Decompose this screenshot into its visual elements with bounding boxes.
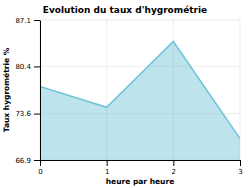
- tick-mark: [34, 20, 40, 21]
- tick-mark: [34, 160, 40, 161]
- y-axis: 66.9 73.6 80.4 87.1: [15, 17, 40, 165]
- grid-line: [40, 66, 240, 67]
- tick: 3: [238, 160, 242, 176]
- tick: 87.1: [15, 17, 40, 25]
- tick: 1: [105, 160, 109, 176]
- plot: 0 1 2 3 66.9 73.6 80.4 87.1: [15, 17, 242, 176]
- tick-label: 73.6: [15, 110, 31, 118]
- grid-line: [40, 20, 240, 21]
- line: [40, 41, 240, 138]
- tick-mark: [240, 160, 241, 166]
- tick-label: 0: [38, 168, 42, 176]
- grid-line: [40, 20, 41, 160]
- tick: 80.4: [15, 63, 40, 71]
- tick-mark: [173, 160, 174, 166]
- tick: 0: [38, 160, 42, 176]
- chart: 0 1 2 3 66.9 73.6 80.4 87.1 Evolution du taux d'…: [0, 0, 250, 188]
- x-label: heure par heure: [106, 177, 174, 186]
- tick: 66.9: [15, 157, 40, 165]
- tick-label: 2: [172, 168, 176, 176]
- tick: 73.6: [15, 110, 40, 118]
- tick-label: 3: [238, 168, 242, 176]
- tick-mark: [107, 160, 108, 166]
- tick-mark: [34, 114, 40, 115]
- axis-line: [41, 160, 241, 161]
- tick-mark: [34, 66, 40, 67]
- tick-label: 87.1: [15, 17, 31, 25]
- marks: [40, 41, 240, 160]
- tick-mark: [40, 160, 41, 166]
- tick-label: 80.4: [15, 63, 31, 71]
- x-axis: 0 1 2 3: [38, 160, 242, 176]
- area: [40, 41, 240, 160]
- tick-label: 1: [105, 168, 109, 176]
- axis-line: [40, 21, 41, 161]
- tick-label: 66.9: [15, 157, 31, 165]
- y-label: Taux hygrométrie %: [2, 47, 11, 132]
- title: Evolution du taux d'hygrométrie: [43, 5, 207, 15]
- grid: [40, 20, 240, 160]
- tick: 2: [172, 160, 176, 176]
